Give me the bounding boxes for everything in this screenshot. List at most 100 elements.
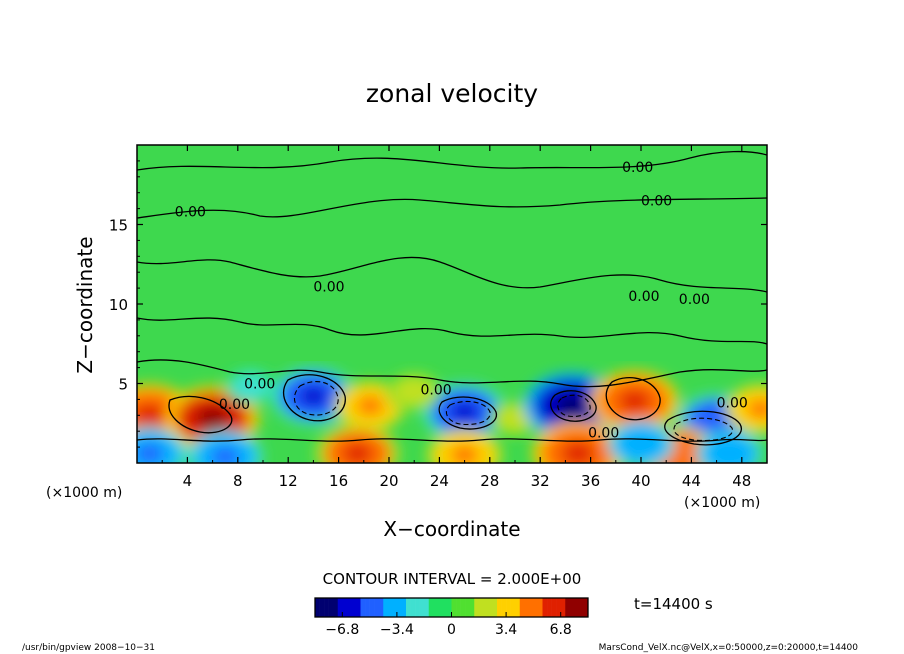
- contour-label: 0.00: [588, 426, 619, 442]
- colorbar-cell: [319, 598, 325, 617]
- feature-core: [449, 401, 480, 423]
- plot-area: [137, 145, 767, 463]
- colorbar-cell: [578, 598, 584, 617]
- colorbar-cell: [337, 598, 343, 617]
- feature-core: [451, 445, 479, 463]
- y-axis-label: Z−coordinate: [73, 236, 97, 373]
- colorbar-cell: [487, 598, 493, 617]
- feature-core: [241, 380, 260, 394]
- contour-labels: 0.00 0.00 0.00 0.00 0.00 0.00 0.00 0.00 0.00 0.00…: [175, 160, 748, 442]
- contour-label: 0.00: [622, 160, 653, 176]
- x-tick-label: 20: [379, 472, 398, 490]
- colorbar-cell: [492, 598, 498, 617]
- feature-core: [357, 396, 383, 415]
- time-label: t=14400 s: [634, 595, 713, 613]
- feature-core: [137, 444, 164, 463]
- x-tick-label: 44: [682, 472, 701, 490]
- contour-label: 0.00: [219, 397, 250, 413]
- feature-core: [747, 399, 767, 418]
- colorbar-cell: [478, 598, 484, 617]
- contour-label: 0.00: [313, 279, 344, 295]
- colorbar-cell: [424, 598, 430, 617]
- y-tick-label: 15: [109, 217, 128, 235]
- feature-core: [561, 442, 595, 463]
- colorbar-cell: [410, 598, 416, 617]
- colorbar-cells: [315, 598, 589, 617]
- contour-label: 0.00: [717, 395, 748, 411]
- y-axis-ticks: 5 10 15: [109, 160, 767, 448]
- contour-interval-label: CONTOUR INTERVAL = 2.000E+00: [323, 570, 582, 588]
- colorbar-cell: [474, 598, 480, 617]
- colorbar-cell: [451, 598, 457, 617]
- contour-label: 0.00: [679, 292, 710, 308]
- feature-core: [404, 384, 425, 399]
- colorbar-cell: [355, 598, 361, 617]
- contour-label: 0.00: [244, 376, 275, 392]
- feature-core: [211, 447, 239, 463]
- x-axis-ticks: 4 8 12 16 20 24 28 32 36 40 44 48: [161, 145, 751, 490]
- x-axis-label: X−coordinate: [383, 517, 520, 541]
- colorbar-cell: [569, 598, 575, 617]
- colorbar-tick-label: 6.8: [550, 622, 572, 638]
- colorbar-cell: [383, 598, 389, 617]
- colorbar-cell: [515, 598, 521, 617]
- x-tick-label: 48: [732, 472, 751, 490]
- x-tick-label: 8: [233, 472, 243, 490]
- colorbar-cell: [351, 598, 357, 617]
- colorbar-tick-label: 3.4: [495, 622, 517, 638]
- colorbar-cell: [428, 598, 434, 617]
- colorbar-cell: [528, 598, 534, 617]
- feature-core: [619, 390, 651, 412]
- x-tick-label: 40: [631, 472, 650, 490]
- colorbar-cell: [460, 598, 466, 617]
- feature-core: [628, 435, 654, 453]
- colorbar-cell: [374, 598, 379, 617]
- feature-core: [298, 385, 329, 407]
- colorbar-cell: [560, 598, 566, 617]
- colorbar-cell: [360, 598, 366, 617]
- colorbar-cell: [497, 598, 502, 617]
- y-tick-label: 5: [118, 376, 128, 394]
- x-tick-label: 36: [581, 472, 600, 490]
- colorbar-cell: [506, 598, 511, 617]
- dashed-contours: [293, 381, 733, 442]
- contour-label: 0.00: [421, 383, 452, 399]
- colorbar-cell: [387, 598, 393, 617]
- colorbar-cell: [556, 598, 561, 617]
- chart-title: zonal velocity: [366, 79, 538, 108]
- x-tick-label: 24: [430, 472, 449, 490]
- colorbar-cell: [415, 598, 420, 617]
- colorbar-cell: [537, 598, 543, 617]
- colorbar-cell: [510, 598, 516, 617]
- y-tick-label: 10: [109, 296, 128, 314]
- colorbar-cell: [433, 598, 439, 617]
- colorbar-cell: [401, 598, 407, 617]
- colorbar-cell: [378, 598, 384, 617]
- colorbar-cell: [396, 598, 402, 617]
- colorbar-cell: [565, 598, 571, 617]
- colorbar-cell: [524, 598, 530, 617]
- zero-contours: [137, 150, 767, 446]
- colorbar-cell: [406, 598, 411, 617]
- colorbar-cell: [551, 598, 557, 617]
- colorbar-cell: [392, 598, 398, 617]
- colorbar-cell: [533, 598, 539, 617]
- colorbar-cell: [547, 598, 552, 617]
- colorbar-cell: [324, 598, 329, 617]
- colorbar-cell: [574, 598, 580, 617]
- colorbar-cell: [483, 598, 489, 617]
- x-tick-label: 4: [183, 472, 193, 490]
- colorbar-cell: [442, 598, 448, 617]
- colorbar-cell: [365, 598, 370, 617]
- colorbar-cell: [469, 598, 475, 617]
- colorbar-tick-label: −6.8: [325, 622, 359, 638]
- colorbar-cell: [446, 598, 452, 617]
- footer-right: MarsCond_VelX.nc@VelX,x=0:50000,z=0:2000…: [599, 643, 859, 653]
- x-tick-label: 28: [480, 472, 499, 490]
- colorbar-cell: [501, 598, 507, 617]
- x-tick-label: 32: [531, 472, 550, 490]
- feature-core: [137, 404, 166, 427]
- colorbar-cell: [315, 598, 320, 617]
- feature-core: [505, 412, 525, 425]
- colorbar: −6.8 −3.4 0 3.4 6.8: [314, 597, 589, 638]
